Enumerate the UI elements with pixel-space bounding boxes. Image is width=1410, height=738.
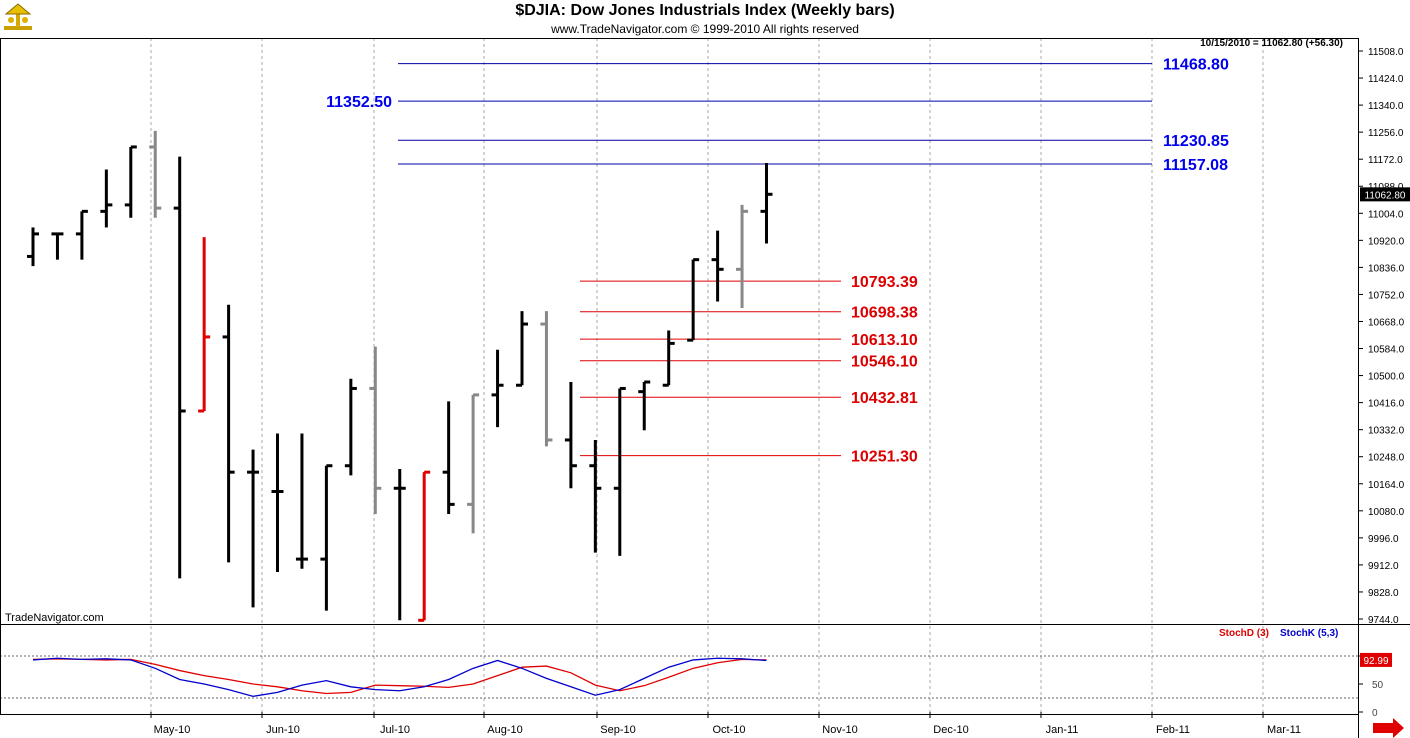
x-tick-label: Nov-10 <box>822 724 857 736</box>
red-level-label: 10432.81 <box>851 390 918 407</box>
chart-title: $DJIA: Dow Jones Industrials Index (Week… <box>515 2 895 19</box>
y-tick-label: 11172.0 <box>1368 155 1403 166</box>
stochd-legend: StochD (3) <box>1219 628 1269 639</box>
y-tick-label: 9996.0 <box>1368 534 1399 545</box>
stochk-line <box>32 657 767 697</box>
last-price-box <box>1360 187 1410 202</box>
x-tick-label: Jun-10 <box>266 724 300 736</box>
y-tick-label: 10164.0 <box>1368 480 1405 491</box>
x-tick-label: Dec-10 <box>933 724 968 736</box>
y-tick-label: 10500.0 <box>1368 372 1405 383</box>
ohlc-bar <box>124 145 137 218</box>
red-level-label: 10793.39 <box>851 274 918 291</box>
ohlc-bar <box>222 304 235 563</box>
ohlc-bar <box>711 230 724 302</box>
x-tick-label: Oct-10 <box>712 724 745 736</box>
ohlc-bar <box>344 378 357 476</box>
y-tick-label: 10584.0 <box>1368 345 1405 356</box>
last-price-label: 11062.80 <box>1365 190 1406 201</box>
y-tick-label: 11508.0 <box>1368 47 1404 58</box>
x-tick-label: May-10 <box>154 724 191 736</box>
ohlc-bar <box>662 330 675 387</box>
y-tick-label: 10080.0 <box>1368 507 1405 518</box>
ohlc-bar <box>295 433 308 569</box>
stochk-legend: StochK (5,3) <box>1280 628 1338 639</box>
stoch-last-box <box>1360 652 1392 667</box>
ohlc-bar <box>51 232 64 260</box>
x-tick-label: Jan-11 <box>1046 724 1079 736</box>
ohlc-bar <box>564 382 577 489</box>
axes: May-10 Jun-10 Jul-10 Aug-10 Sep-10 Oct-10 Nov-… <box>0 38 1410 738</box>
blue-level-label: 11230.85 <box>1163 133 1229 150</box>
watermark-text: TradeNavigator.com <box>5 612 104 624</box>
ohlc-bar <box>540 311 553 447</box>
y-tick-label: 11424.0 <box>1368 74 1404 85</box>
x-tick-label: Jul-10 <box>380 724 410 736</box>
y-tick-label: 10920.0 <box>1368 236 1405 247</box>
x-tick-label: Sep-10 <box>600 724 635 736</box>
stoch-y-tick-label: 50 <box>1372 680 1384 691</box>
ohlc-bar <box>100 169 113 228</box>
y-tick-label: 10332.0 <box>1368 426 1405 437</box>
blue-level-label: 11468.80 <box>1163 57 1229 74</box>
ohlc-bar <box>173 156 186 579</box>
x-tick-label: Mar-11 <box>1267 724 1301 736</box>
y-tick-label: 10668.0 <box>1368 317 1405 328</box>
ohlc-bar <box>491 349 504 428</box>
ohlc-bar <box>393 468 406 621</box>
y-tick-label: 10752.0 <box>1368 290 1405 301</box>
x-tick-label: Aug-10 <box>487 724 522 736</box>
last-quote-text: 10/15/2010 = 11062.80 (+56.30) <box>1200 38 1343 49</box>
ohlc-bar <box>198 237 211 413</box>
ohlc-bar <box>638 380 651 431</box>
y-tick-label: 9828.0 <box>1368 588 1399 599</box>
ohlc-bar <box>320 464 333 611</box>
ohlc-bar <box>589 439 602 553</box>
ohlc-bar <box>149 130 162 218</box>
stoch-last-label: 92.99 <box>1363 656 1388 667</box>
blue-level-label: 11157.08 <box>1163 157 1228 174</box>
red-level-label: 10546.10 <box>851 354 918 371</box>
scroll-right-arrow-icon[interactable] <box>1373 718 1404 738</box>
stochastic-panel: StochD (3) StochK (5,3) <box>0 628 1358 699</box>
chart-grid <box>150 38 1264 716</box>
ohlc-bar <box>687 258 700 342</box>
ohlc-bar <box>516 311 528 387</box>
stochd-line <box>32 658 767 695</box>
y-tick-label: 9912.0 <box>1368 561 1399 572</box>
price-levels: 11468.80 11352.50 11230.85 11157.08 10793.39… <box>326 57 1229 466</box>
red-level-label: 10613.10 <box>851 332 918 349</box>
tradenavigator-logo-icon <box>4 3 32 30</box>
red-level-label: 10698.38 <box>851 305 918 322</box>
ohlc-bars <box>27 130 773 622</box>
ohlc-bar <box>760 163 773 244</box>
ohlc-bar <box>736 204 749 308</box>
y-tick-label: 10248.0 <box>1368 453 1405 464</box>
ohlc-bar <box>247 449 260 608</box>
ohlc-bar <box>467 393 480 534</box>
blue-level-label: 11352.50 <box>326 94 392 111</box>
ohlc-bar <box>418 470 431 622</box>
y-tick-label: 11340.0 <box>1368 101 1404 112</box>
stoch-y-tick-label: 0 <box>1372 708 1378 719</box>
ohlc-bar <box>442 401 455 515</box>
y-tick-label: 10836.0 <box>1368 263 1405 274</box>
ohlc-bar <box>271 433 284 572</box>
ohlc-bar <box>27 227 39 267</box>
ohlc-bar <box>369 346 382 515</box>
chart-subtitle: www.TradeNavigator.com © 1999-2010 All r… <box>551 22 859 36</box>
y-tick-label: 11004.0 <box>1368 209 1404 220</box>
y-tick-label: 9744.0 <box>1368 615 1399 626</box>
x-tick-label: Feb-11 <box>1156 724 1190 736</box>
red-level-label: 10251.30 <box>851 449 918 466</box>
y-tick-label: 10416.0 <box>1368 399 1405 410</box>
ohlc-bar <box>75 209 88 260</box>
ohlc-bar <box>613 386 626 556</box>
y-tick-label: 11256.0 <box>1368 128 1404 139</box>
